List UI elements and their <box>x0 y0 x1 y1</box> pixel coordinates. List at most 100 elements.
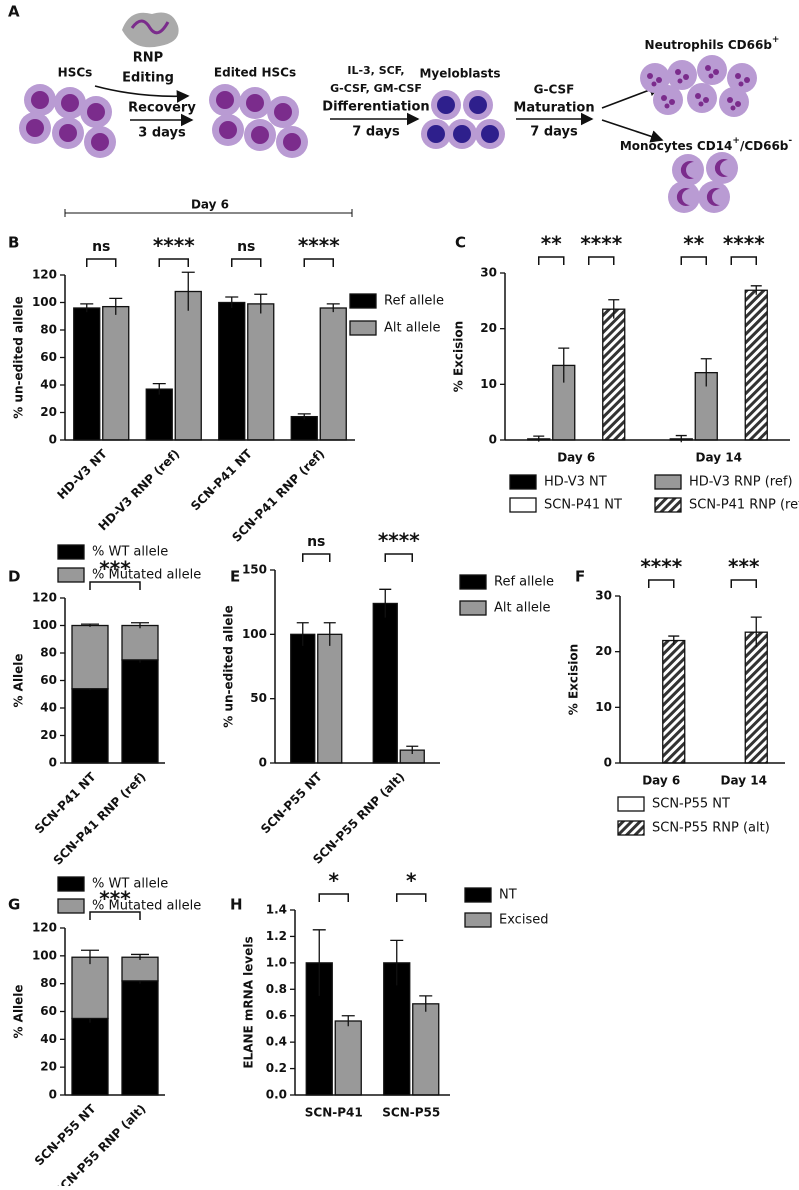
y-tick-label: 100 <box>32 948 57 962</box>
axis-title: % Excision <box>452 321 466 392</box>
y-tick-label: 120 <box>32 921 57 935</box>
legend-label: Ref allele <box>494 575 554 590</box>
y-tick-label: 20 <box>595 644 612 658</box>
legend-swatch <box>459 574 487 590</box>
significance-label: *** <box>728 555 760 579</box>
x-tick-label: SCN-P41 NT <box>188 446 255 513</box>
annotation: Day 6 <box>191 198 229 212</box>
bar <box>71 956 109 1020</box>
label: 7 days <box>352 125 400 140</box>
label: 7 days <box>530 125 578 140</box>
significance-bracket <box>384 553 413 562</box>
significance-bracket <box>89 581 141 590</box>
significance-bracket <box>730 256 757 265</box>
error-bar <box>675 434 687 443</box>
legend-label: SCN-P41 NT <box>544 498 622 513</box>
error-bar <box>326 303 340 313</box>
bar <box>372 602 398 764</box>
significance-bracket <box>648 579 675 588</box>
legend-swatch <box>57 898 85 914</box>
y-tick-label: 20 <box>40 1060 57 1074</box>
panel-label: C <box>455 234 466 252</box>
y-tick-label: 0 <box>259 756 267 770</box>
error-bar <box>131 622 149 629</box>
x-tick-label: Day 14 <box>721 774 767 788</box>
panel-label: E <box>230 568 240 586</box>
y-tick-label: 0.2 <box>266 1061 287 1075</box>
error-bar <box>81 949 99 965</box>
y-tick-label: 0 <box>49 756 57 770</box>
error-bar <box>225 296 239 308</box>
panel-label: D <box>8 568 20 586</box>
error-bar <box>750 285 762 295</box>
y-tick-label: 10 <box>595 700 612 714</box>
y-tick-label: 30 <box>595 589 612 603</box>
bar <box>121 624 159 661</box>
y-tick-label: 0.6 <box>266 1008 287 1022</box>
panel-label: H <box>230 896 243 914</box>
significance-label: **** <box>153 234 195 258</box>
y-tick-label: 60 <box>40 1004 57 1018</box>
x-tick-label: HD-V3 RNP (ref) <box>96 447 183 534</box>
label: Edited HSCs <box>214 66 296 80</box>
significance-label: *** <box>99 887 131 911</box>
significance-bracket <box>303 258 334 267</box>
error-bar <box>80 303 94 313</box>
bar <box>290 415 318 441</box>
error-bar <box>668 635 680 645</box>
y-tick-label: 40 <box>40 1032 57 1046</box>
significance-label: ** <box>541 232 562 256</box>
bar <box>71 624 109 690</box>
legend-label: % WT allele <box>92 877 168 892</box>
legend-label: Ref allele <box>384 294 444 309</box>
legend-label: % WT allele <box>92 545 168 560</box>
legend-swatch <box>509 474 537 490</box>
significance-bracket <box>86 258 117 267</box>
label: RNP <box>133 51 163 66</box>
x-tick-label: Day 6 <box>557 451 595 465</box>
legend-swatch <box>464 912 492 928</box>
y-tick-label: 10 <box>480 377 497 391</box>
bar <box>744 631 768 764</box>
legend-label: % Mutated allele <box>92 899 201 914</box>
error-bar <box>131 953 149 961</box>
bar <box>121 956 159 982</box>
annotation-bracket <box>64 209 353 217</box>
superscript: + <box>772 35 780 45</box>
label: Recovery <box>128 101 196 116</box>
legend-swatch <box>57 567 85 583</box>
error-bar <box>109 297 123 315</box>
significance-bracket <box>730 579 757 588</box>
y-tick-label: 80 <box>40 976 57 990</box>
error-bar <box>341 1015 355 1027</box>
y-tick-label: 100 <box>32 295 57 309</box>
y-tick-label: 60 <box>40 350 57 364</box>
error-bar <box>608 299 620 319</box>
significance-bracket <box>158 258 189 267</box>
bar <box>218 301 246 441</box>
bar <box>73 307 101 441</box>
x-tick-label: SCN-P41 <box>305 1106 363 1120</box>
legend-label: SCN-P41 RNP (ref) <box>689 498 799 513</box>
significance-label: * <box>406 869 417 893</box>
significance-bracket <box>396 893 427 902</box>
panel-label: B <box>8 234 19 252</box>
panel-label: A <box>8 3 20 21</box>
y-tick-label: 120 <box>32 268 57 282</box>
significance-bracket <box>538 256 565 265</box>
legend-label: % Mutated allele <box>92 568 201 583</box>
error-bar <box>296 622 309 646</box>
neutrophil-cells <box>640 55 757 117</box>
bar <box>71 1017 109 1096</box>
y-tick-label: 40 <box>40 701 57 715</box>
error-bar <box>700 358 712 387</box>
error-bar <box>379 588 392 618</box>
x-tick-label: SCN-P55 NT <box>258 769 325 836</box>
significance-label: **** <box>298 234 340 258</box>
arrow <box>94 85 190 103</box>
error-bar <box>181 271 195 311</box>
significance-label: **** <box>580 232 622 256</box>
y-tick-label: 1.0 <box>266 955 287 969</box>
x-tick-label: Day 6 <box>642 774 680 788</box>
x-tick-label: SCN-P41 RNP (ref) <box>51 770 149 868</box>
